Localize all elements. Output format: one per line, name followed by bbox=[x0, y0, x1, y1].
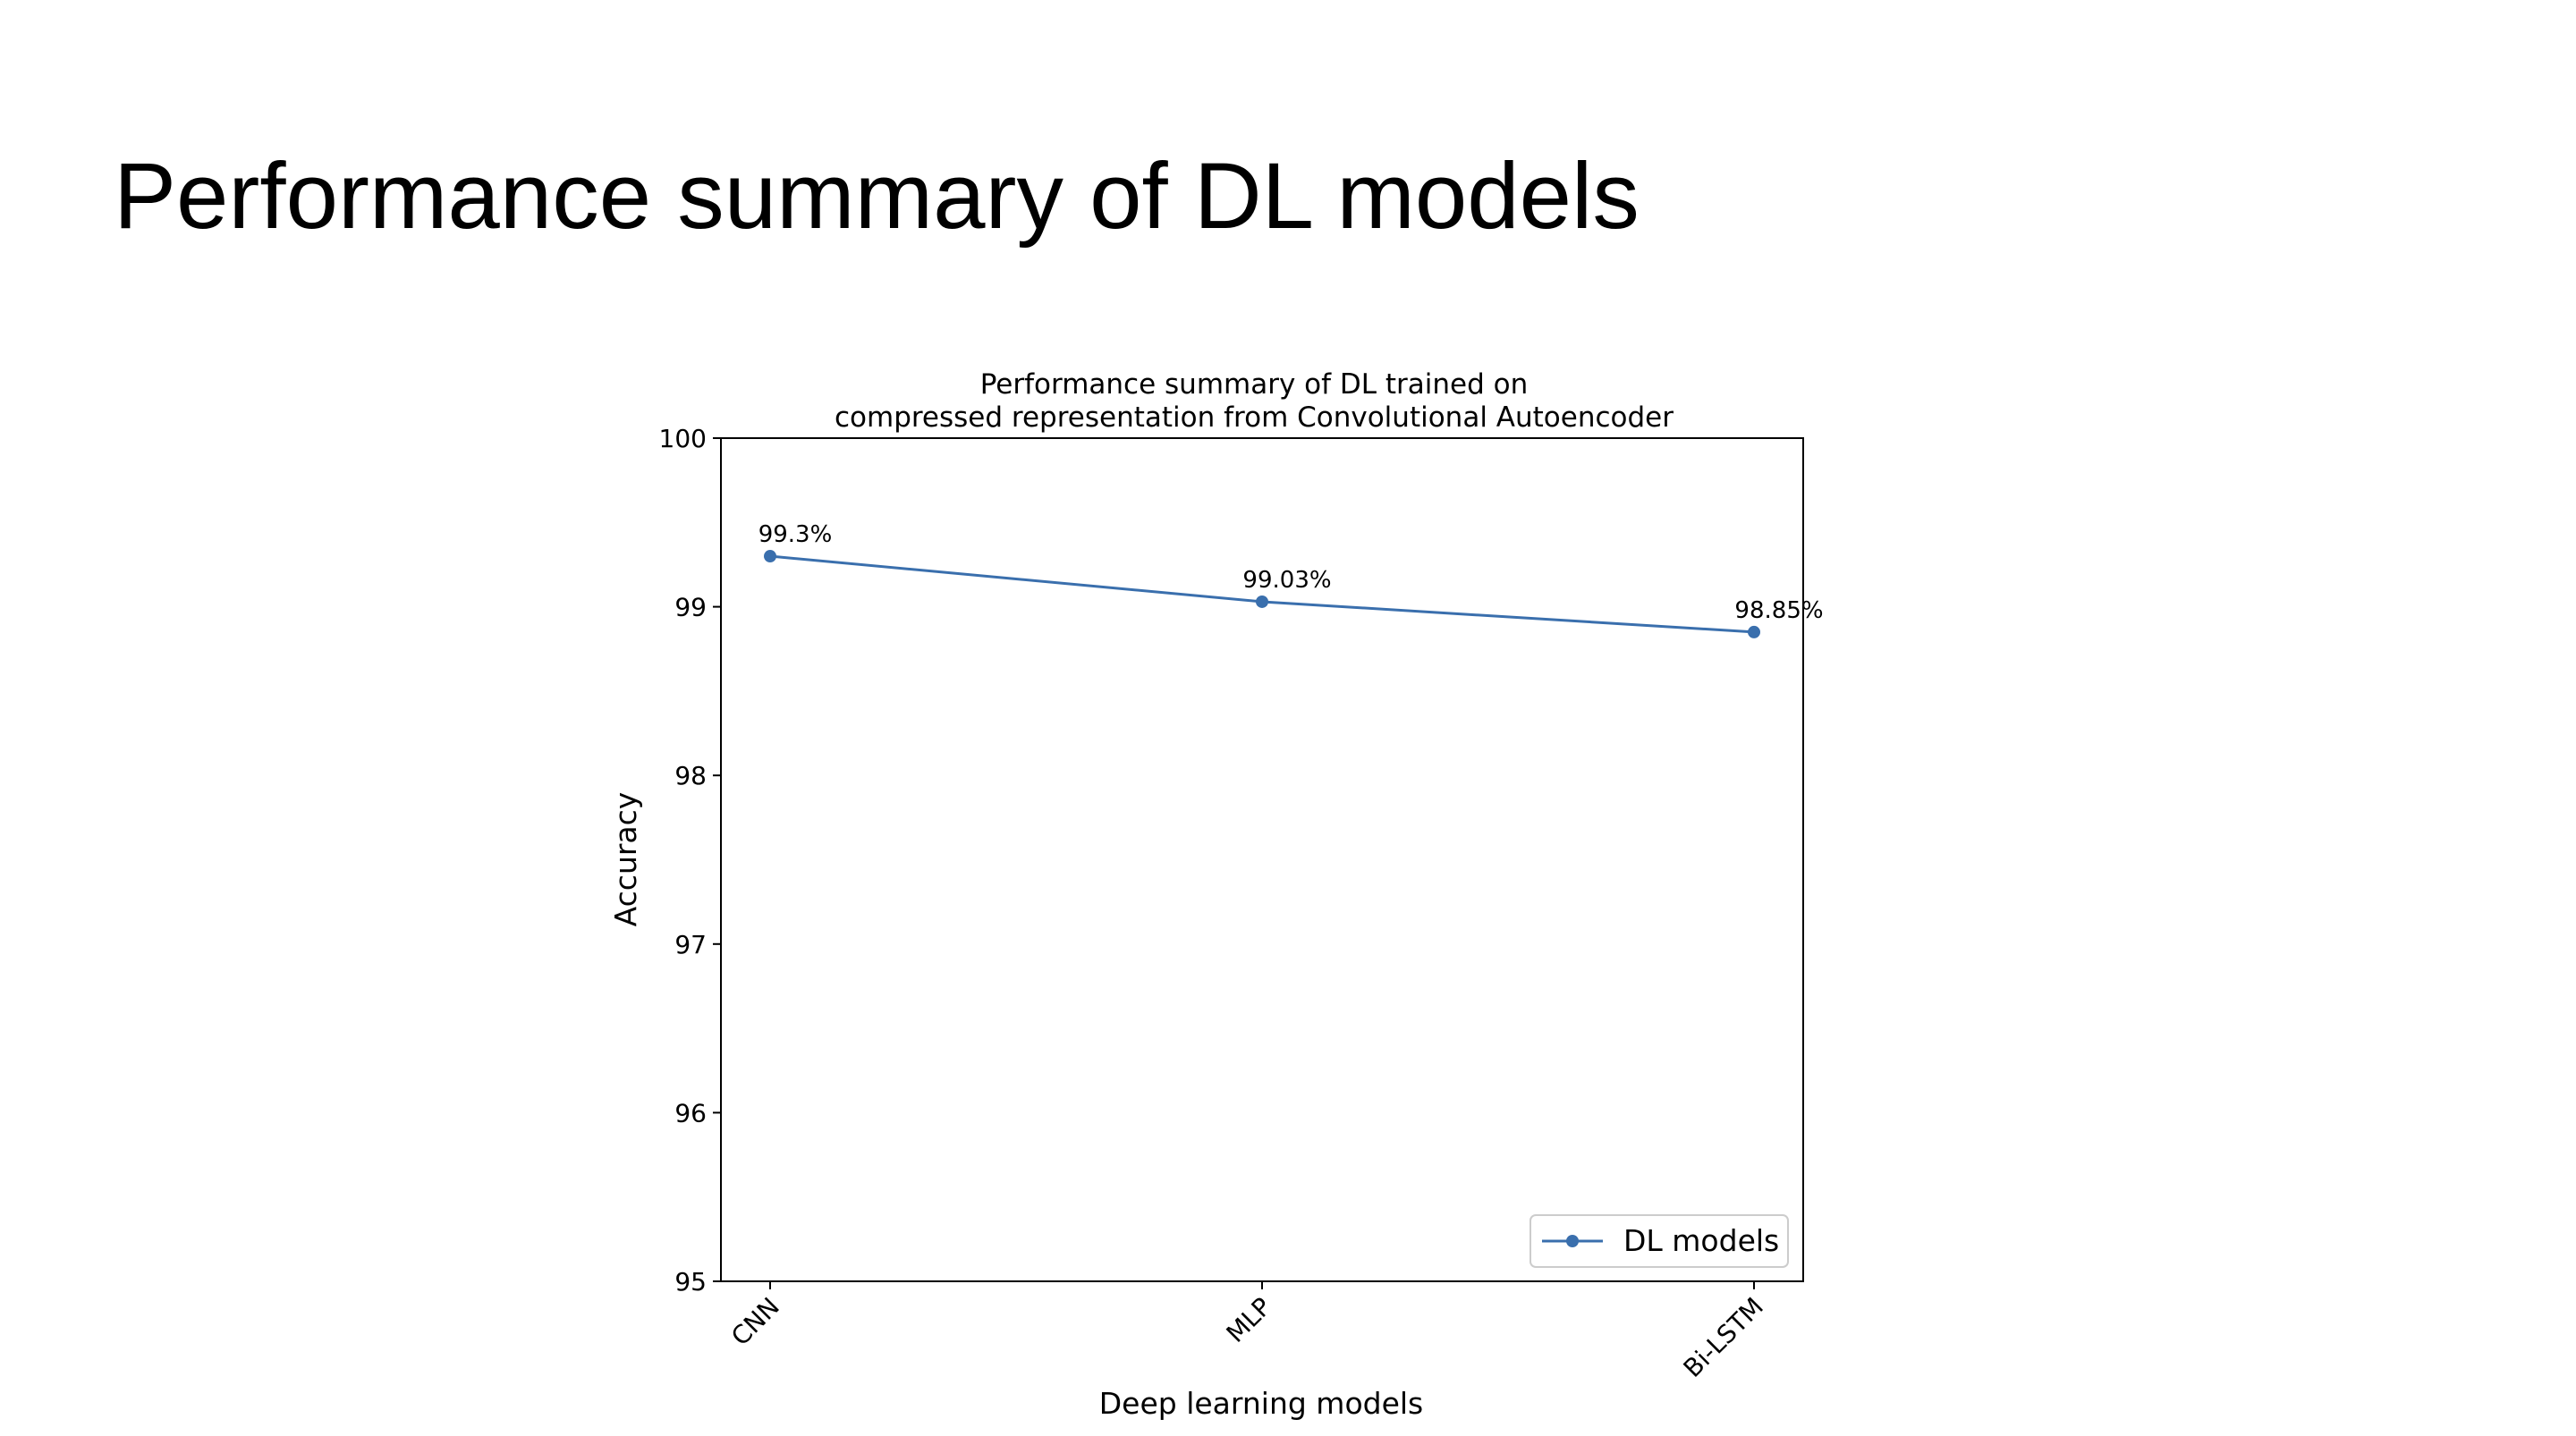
slide-title: Performance summary of DL models bbox=[114, 144, 1640, 249]
y-axis-label: Accuracy bbox=[608, 792, 643, 927]
data-point-mlp bbox=[1256, 595, 1268, 608]
data-label-cnn: 99.3% bbox=[758, 521, 833, 548]
chart-title: Performance summary of DL trained on com… bbox=[835, 368, 1674, 434]
x-tick-label-bi-lstm: Bi-LSTM bbox=[1678, 1292, 1769, 1383]
data-label-mlp: 99.03% bbox=[1242, 567, 1331, 594]
x-tick-label-mlp: MLP bbox=[1221, 1292, 1277, 1348]
y-tick-label: 98 bbox=[674, 761, 707, 790]
y-tick-label: 95 bbox=[674, 1267, 707, 1297]
y-tick-label: 97 bbox=[674, 930, 707, 959]
chart-title-line-2: compressed representation from Convoluti… bbox=[835, 401, 1674, 434]
y-tick-label: 96 bbox=[674, 1098, 707, 1128]
legend-entry-dl-models: DL models bbox=[1623, 1223, 1779, 1258]
y-tick-label: 99 bbox=[674, 593, 707, 622]
y-axis: 95 96 97 98 99 100 bbox=[659, 424, 721, 1297]
series-layer: 99.3% 99.03% 98.85% bbox=[758, 521, 1824, 638]
x-tick-label-cnn: CNN bbox=[725, 1292, 785, 1352]
x-axis-label: Deep learning models bbox=[1099, 1386, 1424, 1421]
data-label-bi-lstm: 98.85% bbox=[1734, 597, 1823, 624]
legend-frame bbox=[1530, 1214, 1789, 1268]
data-point-cnn bbox=[764, 550, 776, 563]
plot-area-frame bbox=[720, 437, 1804, 1282]
legend-marker-swatch bbox=[1566, 1235, 1579, 1247]
data-point-bi-lstm bbox=[1748, 625, 1760, 638]
x-axis: CNN MLP Bi-LSTM bbox=[725, 1281, 1769, 1383]
chart-title-line-1: Performance summary of DL trained on bbox=[980, 368, 1529, 401]
y-tick-label: 100 bbox=[659, 424, 707, 453]
legend: DL models bbox=[1530, 1214, 1789, 1268]
